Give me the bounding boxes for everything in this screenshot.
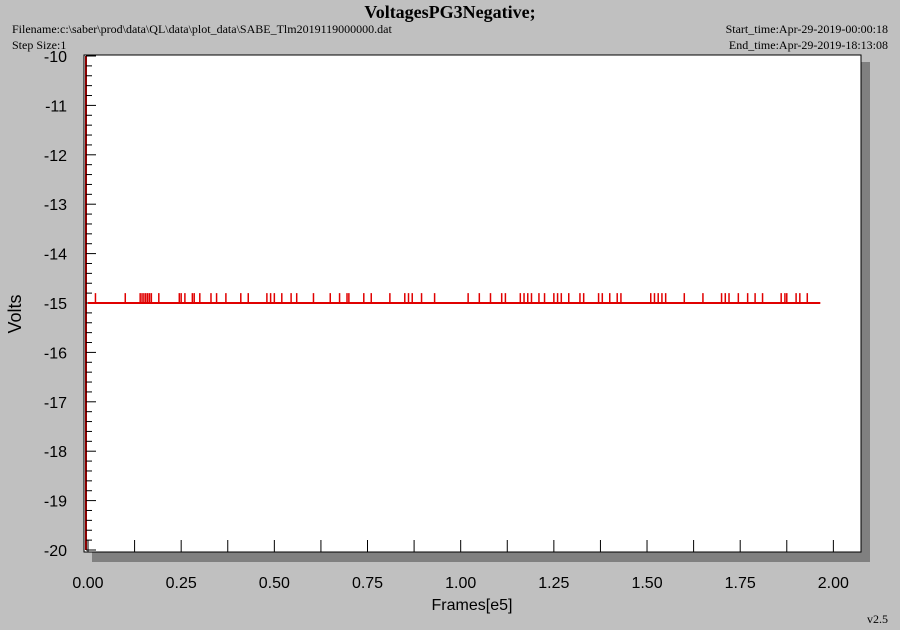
y-tick-label: -16 [44,345,67,362]
y-tick-label: -11 [45,98,67,115]
x-tick-label: 1.25 [538,575,569,592]
y-axis-ticks: -10 -11 -12 -13 -14 -15 -16 -17 -18 -19 -20 [44,49,96,560]
y-axis-label: Volts [5,294,25,333]
chart-title: VoltagesPG3Negative; [364,2,536,22]
y-tick-label: -18 [44,444,67,461]
y-tick-label: -12 [44,148,67,165]
y-tick-label: -19 [44,494,67,511]
x-tick-label: 0.00 [72,575,103,592]
y-tick-label: -20 [44,543,67,560]
x-tick-label: 0.50 [259,575,290,592]
x-tick-label: 0.75 [352,575,383,592]
filename-label: Filename:c:\saber\prod\data\QL\data\plot… [12,22,392,36]
version-label: v2.5 [867,612,888,626]
x-tick-label: 1.00 [445,575,476,592]
x-tick-label: 2.00 [818,575,849,592]
series-voltages [88,293,821,304]
start-time-label: Start_time:Apr-29-2019-00:00:18 [725,22,888,36]
x-tick-label: 1.50 [631,575,662,592]
y-tick-label: -10 [44,49,67,66]
x-axis-label: Frames[e5] [432,597,513,614]
y-tick-label: -17 [44,395,67,412]
y-tick-label: -13 [44,197,67,214]
x-tick-label: 1.75 [725,575,756,592]
step-size-label: Step Size:1 [12,38,67,52]
end-time-label: End_time:Apr-29-2019-18:13:08 [728,38,888,52]
x-tick-label: 0.25 [166,575,197,592]
x-axis-ticks: 0.00 0.25 0.50 0.75 1.00 1.25 1.50 1.75 2.00 [72,540,849,592]
y-tick-label: -14 [44,247,67,264]
y-tick-label: -15 [44,296,67,313]
